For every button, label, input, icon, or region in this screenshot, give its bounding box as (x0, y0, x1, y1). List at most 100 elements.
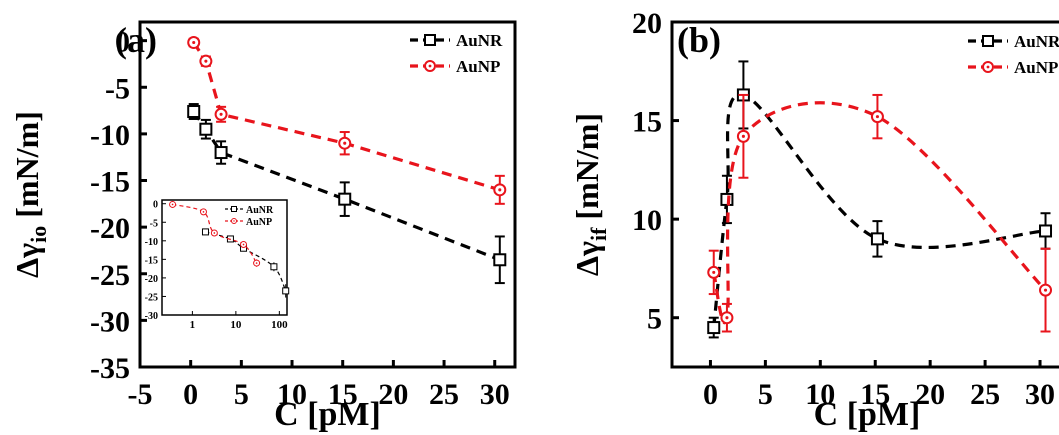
x-tick-label: 10 (805, 378, 835, 411)
data-point (1039, 224, 1053, 238)
plot-frame (138, 20, 517, 369)
inset-y-tick-label: -10 (145, 237, 158, 248)
legend-marker (424, 60, 436, 72)
inset-data-point (210, 229, 218, 237)
inset-legend-marker-dot (233, 220, 235, 222)
data-point (870, 110, 884, 124)
inset-data-point-dot (255, 262, 258, 264)
x-tick-label: 0 (703, 378, 718, 411)
series-aunr (707, 60, 1053, 339)
inset-data-point (169, 200, 177, 208)
legend-label: AuNR (456, 31, 503, 50)
data-point (870, 232, 884, 246)
inset-legend-label: AuNR (246, 205, 274, 216)
y-tick-label: -30 (90, 305, 130, 338)
x-tick-label: 0 (183, 378, 198, 411)
data-point (1039, 283, 1053, 297)
legend-marker (982, 61, 994, 73)
series-line (712, 101, 1047, 325)
series-aunp (187, 36, 507, 205)
y-axis-title-unit: [mN/m] (569, 113, 605, 228)
x-axis-title: C [pM] (814, 396, 921, 433)
series-aunr (187, 103, 507, 285)
inset-y-tick-label: -20 (145, 274, 158, 285)
x-tick-label: 5 (758, 378, 773, 411)
y-axis-title-main: Δγ (569, 241, 605, 276)
y-tick-label: 20 (632, 7, 662, 40)
y-axis-title: Δγif [mN/m] (569, 113, 611, 276)
data-point-dot (712, 270, 716, 274)
inset-y-tick-label: 0 (153, 200, 158, 211)
y-axis-title-unit: [mN/m] (9, 111, 45, 226)
y-tick-label: -20 (90, 212, 130, 245)
inset-x-tick-label: 10 (230, 319, 242, 331)
legend-marker-dot (428, 64, 432, 68)
x-tick-label: 30 (1025, 378, 1055, 411)
inset-data-point (199, 208, 207, 216)
x-tick-label: 5 (234, 378, 249, 411)
inset-data-point (201, 228, 209, 236)
data-point-dot (204, 59, 208, 63)
inset-y-tick-label: -30 (145, 311, 158, 322)
series-line (712, 93, 1046, 328)
y-tick-label: 15 (632, 106, 662, 139)
data-point (720, 311, 734, 325)
x-tick-label: 25 (429, 378, 459, 411)
y-axis-title-sub: io (26, 226, 51, 243)
y-axis-title-sub: if (586, 227, 611, 241)
data-point-dot (343, 141, 347, 145)
inset-data-point (282, 287, 290, 295)
x-tick-label: 20 (915, 378, 945, 411)
panel-label: (b) (677, 20, 721, 60)
legend-marker (424, 34, 436, 46)
inset-data-point-dot (171, 203, 174, 206)
data-point (214, 146, 228, 160)
inset-x-tick-label: 1 (190, 319, 196, 331)
panel-a: -5 0 5 10 15 20 25 300-5-10-15-20-25-30-35C [pM… (9, 20, 517, 433)
x-tick-label: 15 (860, 378, 890, 411)
panel-label: (a) (115, 20, 157, 60)
plot-frame (670, 20, 1059, 369)
y-tick-label: -35 (90, 352, 130, 385)
inset-data-point-dot (202, 211, 205, 213)
data-point-dot (498, 188, 502, 192)
legend-marker-dot (986, 65, 990, 69)
series-line (192, 41, 501, 192)
x-axis-title: C [pM] (274, 396, 381, 433)
data-point (199, 122, 213, 136)
data-point (736, 129, 750, 143)
data-point (187, 105, 201, 119)
legend: AuNR AuNP (410, 31, 503, 76)
data-point (707, 321, 721, 335)
legend-label: AuNR (1014, 32, 1059, 51)
inset-y-tick-label: -15 (145, 255, 158, 266)
y-tick-label: -10 (90, 119, 130, 152)
x-tick-label: 25 (970, 378, 1000, 411)
data-point (187, 36, 201, 50)
y-tick-label: -25 (90, 259, 130, 292)
data-point-dot (725, 316, 729, 320)
legend-label: AuNP (456, 57, 500, 76)
x-tick-label: 10 (277, 378, 307, 411)
inset-data-point (240, 241, 248, 249)
inset-y-tick-label: -25 (145, 292, 158, 303)
legend-marker (982, 35, 994, 47)
data-point (214, 107, 228, 121)
data-point (493, 183, 507, 197)
inset-data-point (270, 263, 278, 271)
data-point-dot (219, 112, 223, 116)
inset-legend-marker (231, 218, 237, 224)
y-tick-label: 5 (647, 303, 662, 336)
y-tick-label: -15 (90, 166, 130, 199)
data-point-dot (875, 115, 879, 119)
data-point (338, 136, 352, 150)
data-point-dot (741, 134, 745, 138)
x-tick-label: -5 (128, 378, 153, 411)
inset-series-aunr (201, 228, 290, 298)
inset-legend-marker (231, 206, 237, 212)
y-tick-label: -5 (105, 72, 130, 105)
x-tick-label: 15 (328, 378, 358, 411)
